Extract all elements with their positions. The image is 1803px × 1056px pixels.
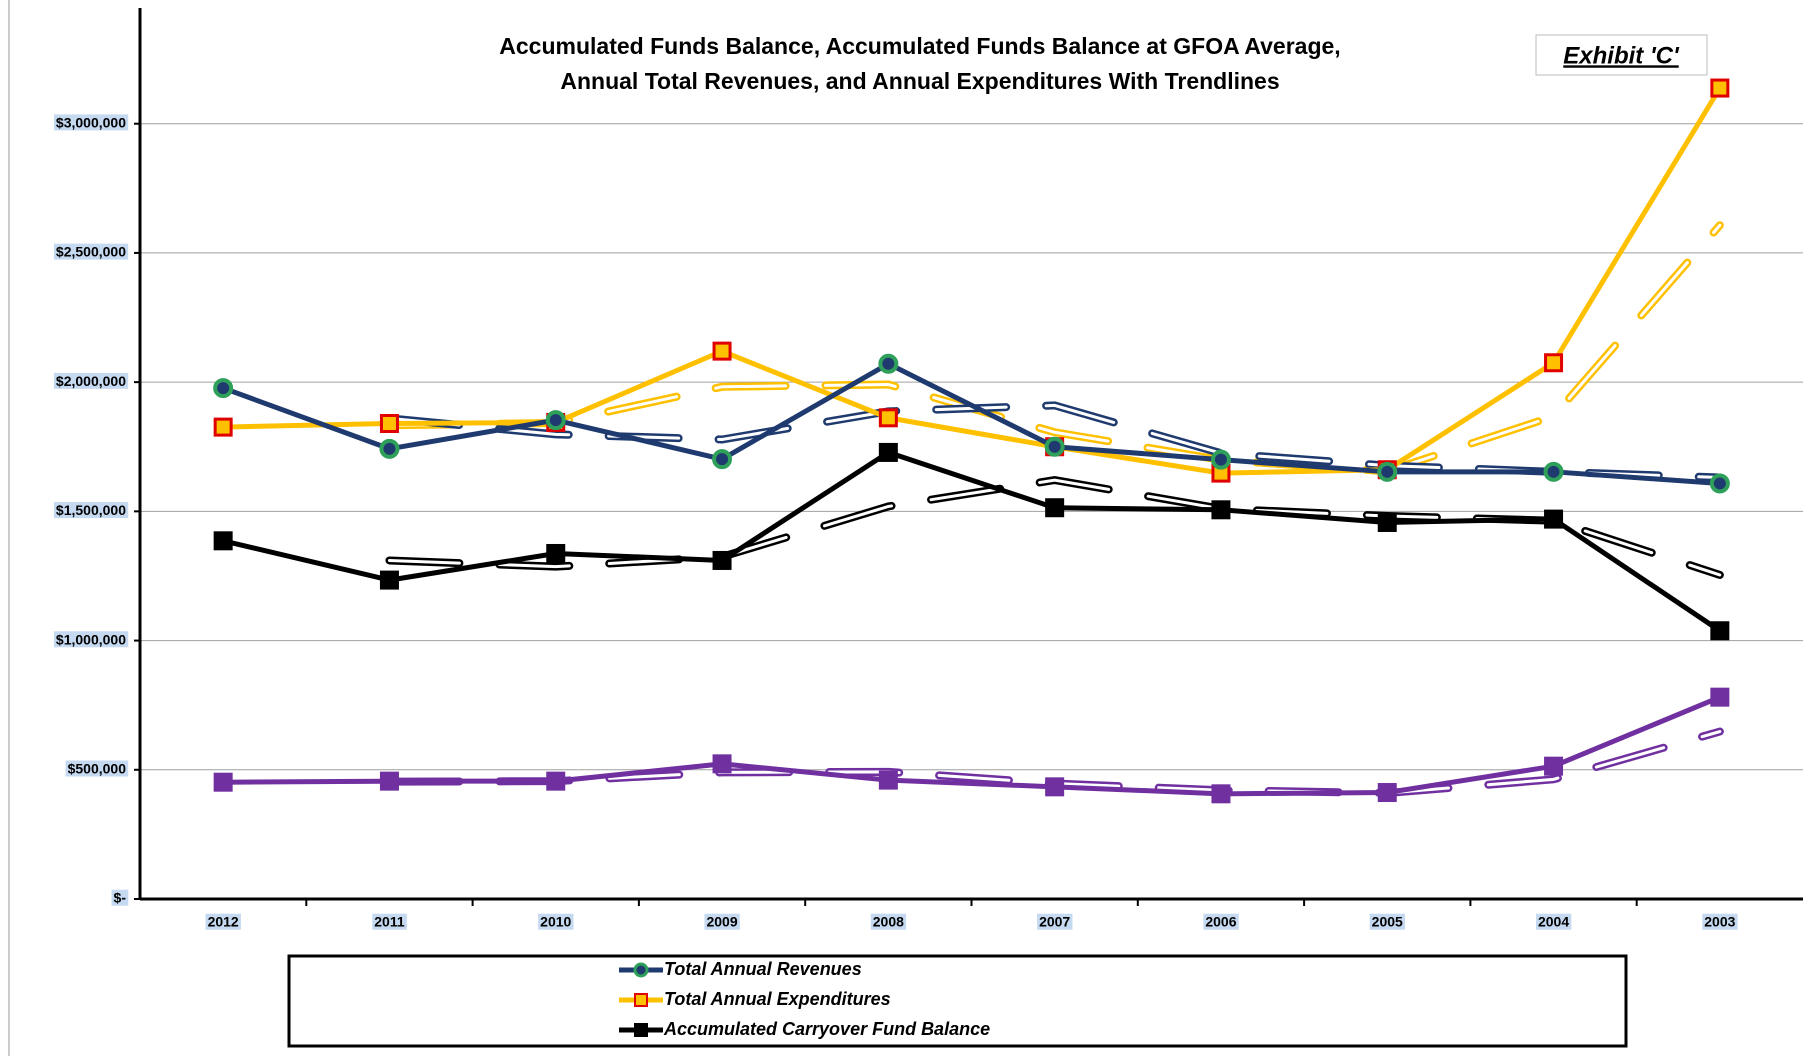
data-point [1710,78,1730,98]
data-point [878,353,899,374]
legend-item: Total Annual Revenues [619,959,862,979]
trendline-inner [387,223,1722,473]
y-tick-label: $2,500,000 [56,244,126,260]
chart-title: Annual Total Revenues, and Annual Expend… [560,68,1279,94]
y-tick-label: $500,000 [68,760,127,776]
legend-item: Accumulated Carryover Fund Balance [619,1019,990,1039]
data-point [213,772,233,792]
x-tick-label-bg [704,913,740,930]
x-tick-label: 2010 [540,914,571,930]
y-tick-label-bg [53,502,129,519]
data-point [1210,449,1231,470]
y-tick-label: $- [114,890,127,906]
x-tick-label: 2004 [1538,914,1569,930]
data-point [1709,473,1730,494]
data-point [1710,621,1730,641]
y-tick-label: $3,000,000 [56,114,126,130]
x-tick-label-bg [870,913,907,930]
data-point [379,570,399,590]
chart-title: Accumulated Funds Balance, Accumulated F… [499,33,1340,59]
legend-marker [634,993,648,1007]
x-tick-label: 2006 [1205,914,1236,930]
series-line [223,694,1721,797]
data-point [379,413,399,433]
x-tick-label: 2009 [706,914,737,930]
data-point [1377,783,1397,803]
y-tick-label-bg [53,114,129,131]
data-point [379,771,399,791]
data-point [712,449,733,470]
trendline [385,221,1724,476]
data-point [878,442,898,462]
data-point [1377,461,1398,482]
data-point [1211,500,1231,520]
x-tick-label-bg [1037,913,1073,930]
x-tick-label-bg [1535,913,1572,930]
data-point [1544,509,1564,529]
x-tick-label-bg [1369,913,1406,930]
x-tick-label: 2012 [208,914,239,930]
y-tick-label-bg [65,760,129,777]
data-point [1045,777,1065,797]
data-point [379,438,400,459]
data-point [1544,756,1564,776]
y-tick-label-bg [53,372,129,389]
x-tick-label: 2007 [1039,914,1070,930]
data-point [1377,512,1397,532]
x-tick-label: 2003 [1704,914,1735,930]
data-point [1543,461,1564,482]
y-tick-label-bg [53,243,129,260]
y-tick-label-bg [53,631,129,648]
legend-label: Total Annual Revenues [664,959,862,979]
x-tick-label: 2011 [374,914,405,930]
y-tick-label: $1,500,000 [56,502,126,518]
data-point [213,378,234,399]
x-tick-label-bg [1702,913,1738,930]
data-point [213,417,233,437]
x-tick-label-bg [1203,913,1239,930]
data-point [878,408,898,428]
trendline [385,476,1724,579]
legend-label: Total Annual Expenditures [664,989,891,1009]
data-point [545,410,566,431]
x-tick-label: 2005 [1372,914,1403,930]
x-tick-label-bg [205,913,241,930]
x-tick-label-bg [372,913,407,930]
y-tick-label: $1,000,000 [56,631,126,647]
data-point [546,543,566,563]
y-tick-label-bg [111,889,129,906]
data-point [712,341,732,361]
data-point [712,754,732,774]
trendline-inner [387,478,1722,577]
exhibit-box [1535,34,1708,76]
legend-box [287,954,1628,1048]
y-tick-label: $2,000,000 [56,373,126,389]
legend-label: Accumulated Carryover Fund Balance [663,1019,990,1039]
series-line [222,361,1721,486]
exhibit-label: Exhibit 'C' [1563,42,1680,69]
data-point [878,770,898,790]
data-point [1044,436,1065,457]
series-line [222,449,1722,633]
legend-item: Total Annual Expenditures [619,989,891,1009]
data-point [1710,687,1730,707]
legend-marker [633,962,649,978]
data-point [213,531,233,551]
x-tick-label: 2008 [873,914,904,930]
legend-marker [634,1023,648,1037]
data-point [1211,784,1231,804]
data-point [712,550,732,570]
data-point [1544,353,1564,373]
series-line [223,86,1722,476]
data-point [1045,498,1065,518]
data-point [546,771,566,791]
x-tick-label-bg [538,913,574,930]
